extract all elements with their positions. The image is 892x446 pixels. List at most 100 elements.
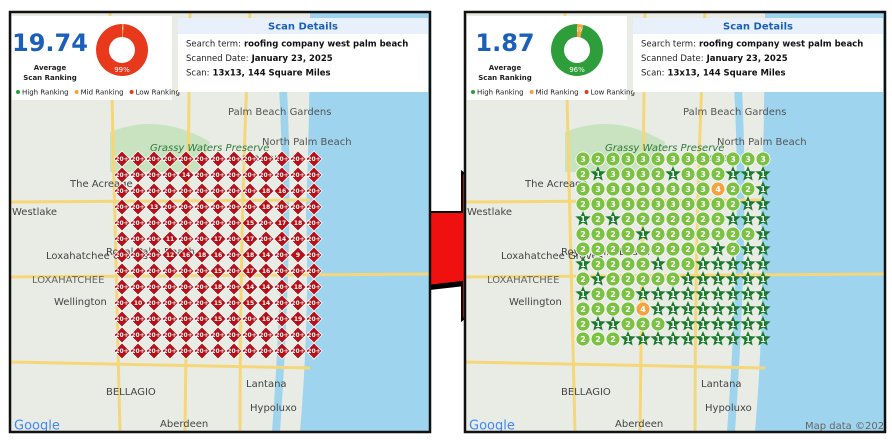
marker-label: 15 xyxy=(214,268,222,275)
marker-label: 17 xyxy=(246,268,254,275)
detail-label: Search term: xyxy=(641,40,696,50)
marker-label: 1 xyxy=(745,275,751,284)
rank-marker: 20+ xyxy=(305,342,323,360)
marker-label: 20+ xyxy=(227,268,240,275)
rank-marker: 3 xyxy=(635,151,651,167)
marker-shape xyxy=(695,271,711,286)
marker-shape xyxy=(725,331,741,346)
marker-label: 2 xyxy=(610,245,616,254)
marker-shape xyxy=(635,241,651,257)
rank-marker: 1 xyxy=(695,271,711,286)
rank-marker: 1 xyxy=(710,241,726,256)
rank-marker: 2 xyxy=(605,226,621,242)
marker-label: 1 xyxy=(760,185,766,194)
marker-label: 2 xyxy=(625,260,631,269)
marker-shape xyxy=(650,226,666,242)
marker-label: 15 xyxy=(246,220,254,227)
rank-marker: 2 xyxy=(635,316,651,332)
marker-shape xyxy=(665,316,681,331)
marker-label: 3 xyxy=(625,170,631,179)
marker-shape xyxy=(305,342,323,360)
marker-label: 2 xyxy=(625,320,631,329)
marker-shape xyxy=(740,166,756,181)
marker-shape xyxy=(740,271,756,286)
marker-label: 2 xyxy=(655,230,661,239)
marker-label: 1 xyxy=(685,290,691,299)
legend-dot xyxy=(529,90,534,94)
marker-label: 2 xyxy=(625,245,631,254)
marker-shape xyxy=(680,211,696,227)
marker-label: 1 xyxy=(700,335,706,344)
marker-label: 2 xyxy=(640,245,646,254)
map-label: Westlake xyxy=(467,207,512,218)
rank-marker: 1 xyxy=(755,271,771,286)
marker-label: 2 xyxy=(670,215,676,224)
rank-marker: 2 xyxy=(665,211,681,227)
rank-marker: 2 xyxy=(695,226,711,242)
marker-label: 3 xyxy=(685,155,691,164)
marker-label: 1 xyxy=(655,305,661,314)
rank-marker: 20+ xyxy=(193,342,211,360)
rank-marker: 20+ xyxy=(257,342,275,360)
marker-label: 20+ xyxy=(163,204,176,211)
rank-marker: 3 xyxy=(695,181,711,197)
marker-shape xyxy=(710,271,726,286)
marker-shape xyxy=(620,211,636,227)
marker-label: 3 xyxy=(670,185,676,194)
average-score: 19.74 xyxy=(12,29,88,57)
marker-shape xyxy=(740,196,756,211)
marker-label: 1 xyxy=(745,260,751,269)
rank-marker: 1 xyxy=(590,271,606,286)
map-ocean xyxy=(755,12,885,432)
marker-shape xyxy=(590,271,606,286)
marker-label: 20+ xyxy=(195,300,208,307)
marker-shape xyxy=(605,271,621,287)
marker-label: 20+ xyxy=(179,204,192,211)
rank-marker: 2 xyxy=(710,166,726,182)
score-caption: Average Scan Ranking xyxy=(23,64,76,82)
marker-shape xyxy=(225,342,243,360)
marker-label: 2 xyxy=(610,335,616,344)
marker-shape xyxy=(590,286,606,302)
rank-marker: 20+ xyxy=(113,342,131,360)
rank-marker: 2 xyxy=(605,301,621,317)
marker-label: 20+ xyxy=(195,188,208,195)
marker-label: 20+ xyxy=(275,284,288,291)
legend-label: Low Ranking xyxy=(591,89,635,97)
detail-value: roofing company west palm beach xyxy=(699,40,863,50)
marker-label: 18 xyxy=(198,252,206,259)
marker-shape xyxy=(635,331,651,346)
map-road xyxy=(10,360,311,370)
marker-shape xyxy=(710,331,726,346)
pie-label: 96% xyxy=(569,66,585,74)
marker-shape xyxy=(695,256,711,271)
marker-label: 16 xyxy=(262,316,270,323)
marker-label: 20+ xyxy=(243,348,256,355)
map-lagoon xyxy=(727,72,745,432)
marker-label: 2 xyxy=(595,335,601,344)
marker-label: 4 xyxy=(715,185,721,194)
marker-shape xyxy=(665,196,681,212)
marker-label: 2 xyxy=(685,230,691,239)
marker-label: 1 xyxy=(640,230,646,239)
marker-shape xyxy=(710,211,726,227)
marker-label: 20+ xyxy=(115,316,128,323)
marker-label: 20+ xyxy=(275,268,288,275)
map-label: North Palm Beach xyxy=(717,137,807,148)
marker-label: 3 xyxy=(700,170,706,179)
marker-label: 20+ xyxy=(163,332,176,339)
marker-label: 2 xyxy=(715,215,721,224)
marker-shape xyxy=(710,166,726,182)
marker-label: 20+ xyxy=(131,236,144,243)
marker-shape xyxy=(680,181,696,197)
rank-marker: 2 xyxy=(635,256,651,272)
marker-label: 1 xyxy=(745,215,751,224)
rank-marker: 1 xyxy=(665,331,681,346)
rank-marker: 3 xyxy=(635,166,651,182)
marker-label: 1 xyxy=(745,335,751,344)
marker-label: 10 xyxy=(134,300,142,307)
marker-label: 18 xyxy=(262,204,270,211)
marker-label: 1 xyxy=(745,305,751,314)
marker-label: 1 xyxy=(760,275,766,284)
